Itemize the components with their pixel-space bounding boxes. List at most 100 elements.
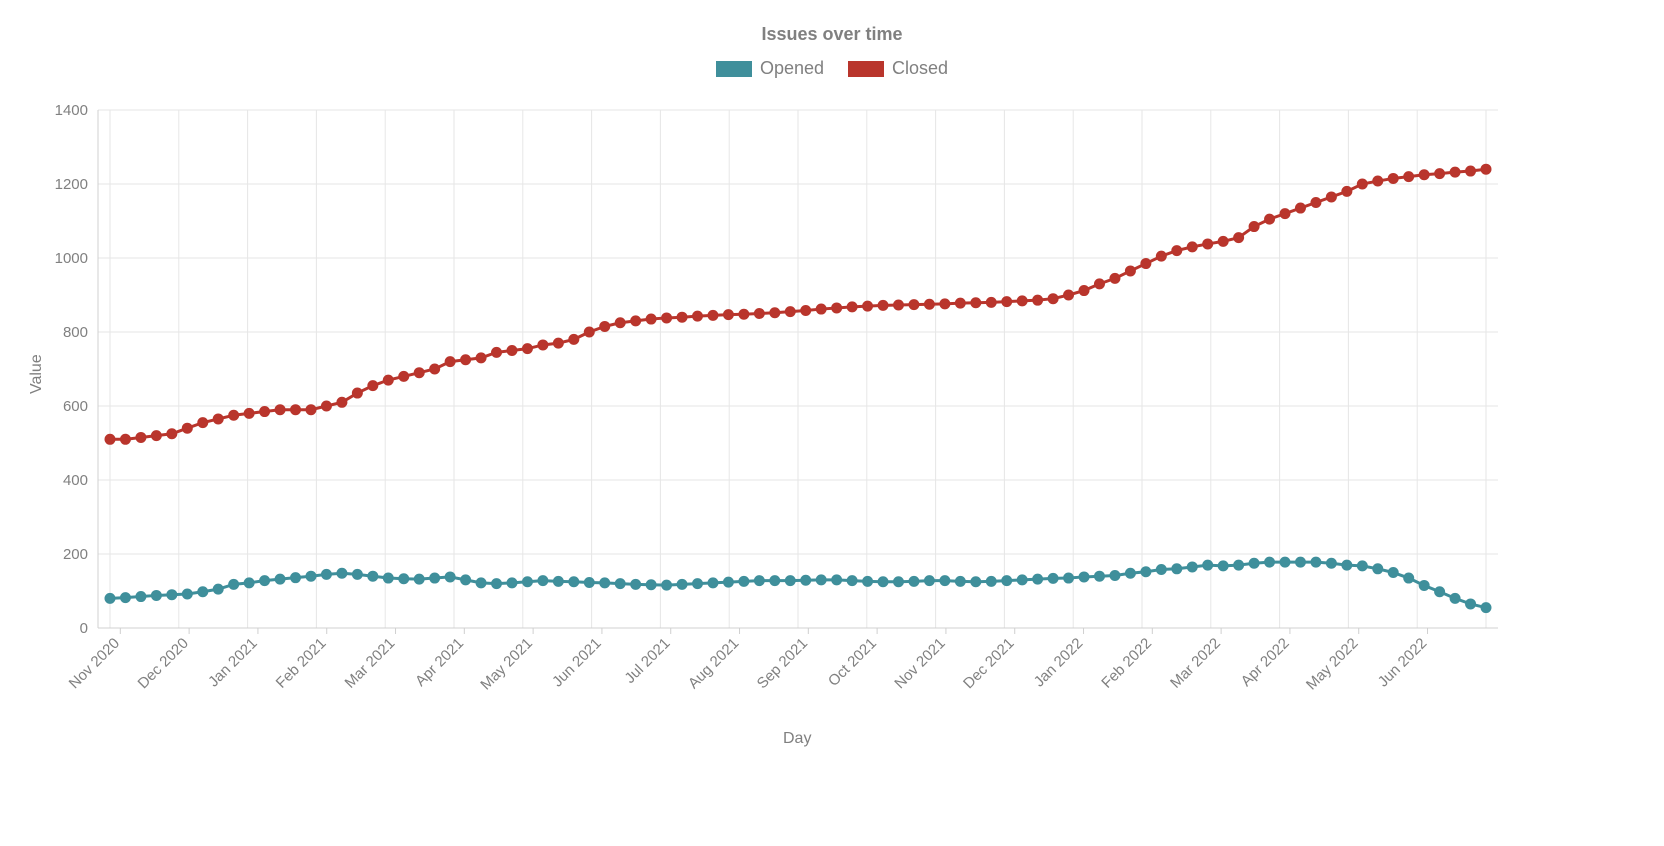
series-marker-closed[interactable] — [368, 381, 378, 391]
series-marker-closed[interactable] — [352, 388, 362, 398]
series-marker-opened[interactable] — [1265, 557, 1275, 567]
series-marker-closed[interactable] — [847, 302, 857, 312]
series-marker-closed[interactable] — [445, 357, 455, 367]
series-marker-opened[interactable] — [383, 573, 393, 583]
series-marker-opened[interactable] — [1141, 567, 1151, 577]
series-marker-closed[interactable] — [1048, 294, 1058, 304]
series-marker-closed[interactable] — [538, 340, 548, 350]
series-marker-closed[interactable] — [414, 368, 424, 378]
series-marker-opened[interactable] — [1326, 558, 1336, 568]
series-marker-closed[interactable] — [1295, 203, 1305, 213]
series-marker-opened[interactable] — [1064, 573, 1074, 583]
series-marker-closed[interactable] — [522, 344, 532, 354]
series-marker-opened[interactable] — [785, 576, 795, 586]
series-marker-opened[interactable] — [971, 577, 981, 587]
series-marker-closed[interactable] — [229, 410, 239, 420]
series-marker-closed[interactable] — [430, 364, 440, 374]
series-marker-closed[interactable] — [321, 401, 331, 411]
series-marker-opened[interactable] — [337, 568, 347, 578]
series-marker-opened[interactable] — [909, 576, 919, 586]
series-marker-closed[interactable] — [1017, 296, 1027, 306]
series-marker-closed[interactable] — [584, 327, 594, 337]
series-marker-closed[interactable] — [646, 314, 656, 324]
series-marker-opened[interactable] — [306, 571, 316, 581]
series-marker-closed[interactable] — [1466, 166, 1476, 176]
series-marker-opened[interactable] — [507, 578, 517, 588]
series-marker-opened[interactable] — [1481, 603, 1491, 613]
series-marker-opened[interactable] — [1357, 561, 1367, 571]
series-marker-closed[interactable] — [1172, 246, 1182, 256]
series-marker-opened[interactable] — [832, 575, 842, 585]
series-marker-closed[interactable] — [120, 434, 130, 444]
series-marker-opened[interactable] — [955, 576, 965, 586]
series-marker-closed[interactable] — [770, 308, 780, 318]
series-marker-closed[interactable] — [244, 408, 254, 418]
series-marker-closed[interactable] — [971, 298, 981, 308]
series-marker-opened[interactable] — [414, 574, 424, 584]
series-marker-closed[interactable] — [1373, 176, 1383, 186]
series-marker-opened[interactable] — [244, 578, 254, 588]
series-marker-opened[interactable] — [1172, 564, 1182, 574]
series-marker-opened[interactable] — [816, 575, 826, 585]
series-marker-opened[interactable] — [863, 576, 873, 586]
series-marker-opened[interactable] — [445, 572, 455, 582]
series-marker-closed[interactable] — [816, 304, 826, 314]
series-marker-opened[interactable] — [1048, 573, 1058, 583]
series-marker-opened[interactable] — [492, 579, 502, 589]
series-marker-closed[interactable] — [693, 311, 703, 321]
series-marker-opened[interactable] — [646, 580, 656, 590]
series-marker-closed[interactable] — [275, 405, 285, 415]
series-marker-opened[interactable] — [352, 569, 362, 579]
series-marker-closed[interactable] — [662, 313, 672, 323]
series-marker-opened[interactable] — [1419, 580, 1429, 590]
series-marker-closed[interactable] — [708, 310, 718, 320]
series-marker-closed[interactable] — [507, 346, 517, 356]
series-marker-closed[interactable] — [476, 353, 486, 363]
series-marker-closed[interactable] — [1404, 172, 1414, 182]
series-marker-closed[interactable] — [1033, 295, 1043, 305]
series-marker-opened[interactable] — [1404, 573, 1414, 583]
series-marker-closed[interactable] — [940, 299, 950, 309]
series-marker-opened[interactable] — [1388, 568, 1398, 578]
series-marker-opened[interactable] — [723, 577, 733, 587]
series-marker-opened[interactable] — [1017, 575, 1027, 585]
series-marker-opened[interactable] — [847, 576, 857, 586]
series-marker-opened[interactable] — [430, 573, 440, 583]
series-marker-opened[interactable] — [631, 579, 641, 589]
series-marker-closed[interactable] — [492, 347, 502, 357]
series-marker-closed[interactable] — [1342, 186, 1352, 196]
series-marker-opened[interactable] — [1342, 560, 1352, 570]
series-marker-opened[interactable] — [940, 576, 950, 586]
series-marker-closed[interactable] — [600, 321, 610, 331]
series-marker-closed[interactable] — [955, 298, 965, 308]
series-marker-closed[interactable] — [924, 299, 934, 309]
series-marker-opened[interactable] — [213, 584, 223, 594]
series-marker-opened[interactable] — [275, 574, 285, 584]
series-marker-closed[interactable] — [1326, 192, 1336, 202]
series-marker-closed[interactable] — [1357, 179, 1367, 189]
series-marker-closed[interactable] — [291, 405, 301, 415]
series-marker-opened[interactable] — [1311, 557, 1321, 567]
series-marker-closed[interactable] — [1064, 290, 1074, 300]
series-marker-closed[interactable] — [1265, 214, 1275, 224]
series-marker-opened[interactable] — [1156, 565, 1166, 575]
series-marker-opened[interactable] — [677, 579, 687, 589]
series-marker-opened[interactable] — [461, 575, 471, 585]
series-marker-closed[interactable] — [1435, 169, 1445, 179]
series-marker-opened[interactable] — [770, 576, 780, 586]
series-marker-closed[interactable] — [1311, 198, 1321, 208]
series-marker-closed[interactable] — [1419, 170, 1429, 180]
series-marker-opened[interactable] — [182, 589, 192, 599]
series-marker-closed[interactable] — [167, 429, 177, 439]
series-marker-opened[interactable] — [615, 579, 625, 589]
series-marker-closed[interactable] — [1156, 251, 1166, 261]
series-marker-closed[interactable] — [986, 297, 996, 307]
series-marker-closed[interactable] — [1234, 233, 1244, 243]
series-marker-opened[interactable] — [1450, 593, 1460, 603]
series-marker-closed[interactable] — [1094, 279, 1104, 289]
series-marker-closed[interactable] — [832, 303, 842, 313]
series-marker-opened[interactable] — [693, 579, 703, 589]
series-marker-closed[interactable] — [105, 434, 115, 444]
series-marker-closed[interactable] — [1218, 236, 1228, 246]
series-marker-opened[interactable] — [105, 593, 115, 603]
